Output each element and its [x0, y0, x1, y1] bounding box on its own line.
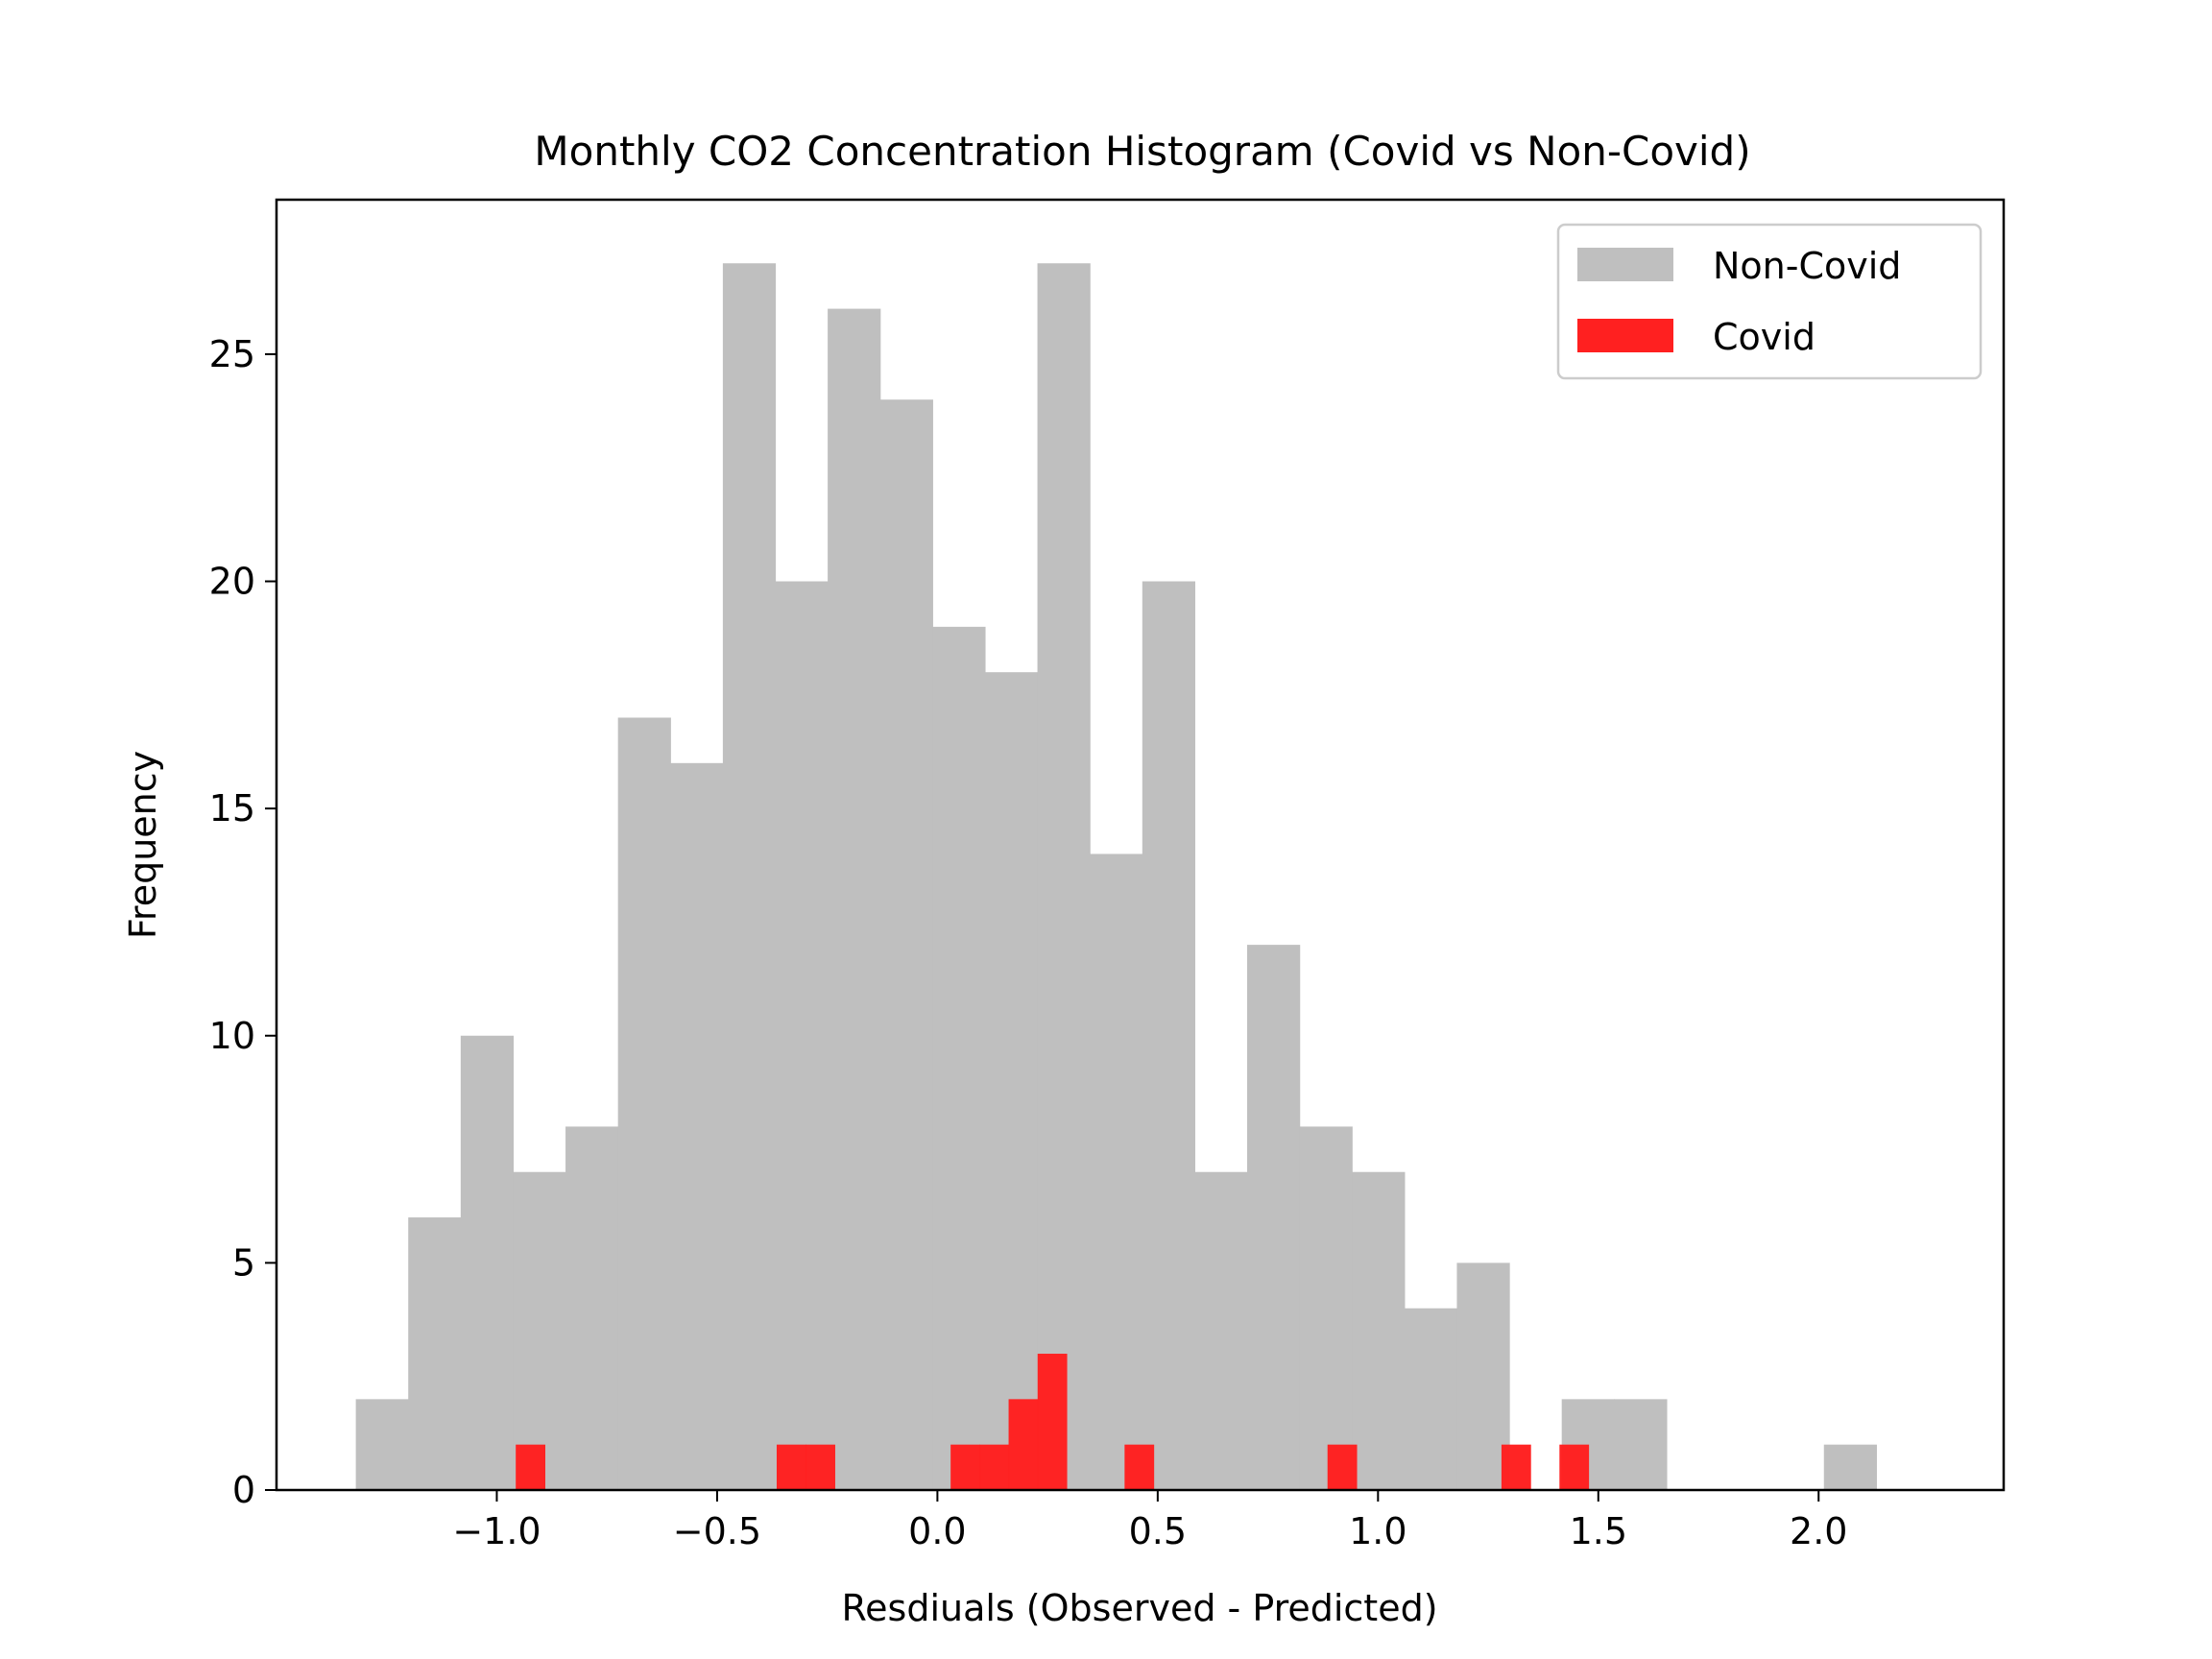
non-covid-bar: [1299, 1126, 1353, 1490]
bars-layer: [355, 263, 1877, 1491]
non-covid-bar: [1247, 945, 1301, 1490]
non-covid-bar: [879, 399, 933, 1491]
x-tick-label: 1.0: [1349, 1510, 1407, 1552]
non-covid-bar: [1090, 854, 1143, 1490]
non-covid-bar: [1037, 263, 1091, 1490]
non-covid-bar: [1404, 1308, 1458, 1490]
non-covid-bar: [670, 762, 724, 1490]
covid-bar: [516, 1444, 545, 1490]
plot-frame: [275, 198, 2006, 1492]
covid-bar: [1559, 1444, 1590, 1490]
x-tick-label: 0.0: [908, 1510, 966, 1552]
non-covid-bar: [513, 1171, 566, 1490]
non-covid-bar: [722, 263, 777, 1490]
non-covid-bar: [565, 1126, 619, 1490]
covid-bar: [950, 1444, 980, 1490]
non-covid-bar: [828, 308, 881, 1491]
covid-bar: [979, 1444, 1010, 1490]
y-tick-label: 5: [232, 1241, 255, 1284]
legend: Non-Covid Covid: [1556, 223, 1983, 380]
non-covid-bar: [932, 626, 986, 1490]
legend-swatch-covid: [1577, 319, 1673, 352]
x-axis-ticks: −1.0 −0.5 0.0 0.5 1.0 1.5 2.0: [452, 1490, 1847, 1552]
covid-bar: [1501, 1444, 1531, 1490]
covid-bar: [776, 1444, 806, 1490]
non-covid-bar: [1194, 1171, 1248, 1490]
covid-bar: [1124, 1444, 1155, 1490]
non-covid-bar: [775, 581, 829, 1490]
covid-bar: [1008, 1399, 1039, 1490]
non-covid-bar: [1614, 1399, 1668, 1490]
non-covid-bar: [984, 672, 1039, 1490]
non-covid-bar: [617, 717, 671, 1490]
chart-title: Monthly CO2 Concentration Histogram (Cov…: [534, 128, 1750, 175]
x-tick-label: 0.5: [1129, 1510, 1187, 1552]
y-tick-label: 0: [232, 1469, 255, 1511]
non-covid-bar: [1823, 1444, 1877, 1490]
y-tick-label: 20: [209, 561, 255, 603]
y-axis-ticks: 0 5 10 15 20 25: [209, 333, 276, 1511]
non-covid-bar: [1456, 1262, 1510, 1490]
y-tick-label: 25: [209, 333, 255, 375]
x-tick-label: −1.0: [452, 1510, 541, 1552]
legend-label-non-covid: Non-Covid: [1713, 245, 1901, 287]
non-covid-bar: [408, 1217, 462, 1490]
non-covid-bar: [1352, 1171, 1406, 1490]
legend-swatch-non-covid: [1577, 248, 1673, 281]
y-tick-label: 10: [209, 1015, 255, 1057]
non-covid-bar: [355, 1399, 409, 1490]
x-axis-label: Resdiuals (Observed - Predicted): [841, 1587, 1437, 1629]
covid-bar: [1327, 1444, 1358, 1490]
non-covid-bar: [1142, 581, 1195, 1490]
covid-bar: [1037, 1354, 1068, 1490]
x-tick-label: 2.0: [1790, 1510, 1847, 1552]
x-tick-label: −0.5: [673, 1510, 761, 1552]
covid-bar: [805, 1444, 835, 1490]
y-tick-label: 15: [209, 787, 255, 830]
legend-label-covid: Covid: [1713, 316, 1815, 358]
x-tick-label: 1.5: [1570, 1510, 1627, 1552]
y-axis-label: Frequency: [122, 751, 164, 939]
non-covid-bar: [460, 1035, 515, 1490]
